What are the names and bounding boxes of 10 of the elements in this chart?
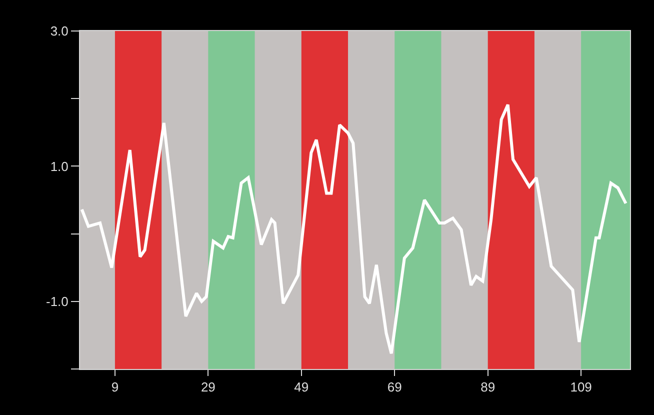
x-tick-label: 69 [387,380,402,395]
x-tick-label: 89 [480,380,496,395]
y-tick-label: 3.0 [50,24,68,39]
y-tick-label: -1.0 [46,294,68,309]
x-tick-label: 29 [200,380,216,395]
y-tick-label: 1.0 [50,158,68,174]
line-series [80,103,628,355]
x-tick-label: 49 [294,380,309,395]
x-tick-label: 9 [111,380,119,395]
x-tick-label: 109 [570,380,592,395]
